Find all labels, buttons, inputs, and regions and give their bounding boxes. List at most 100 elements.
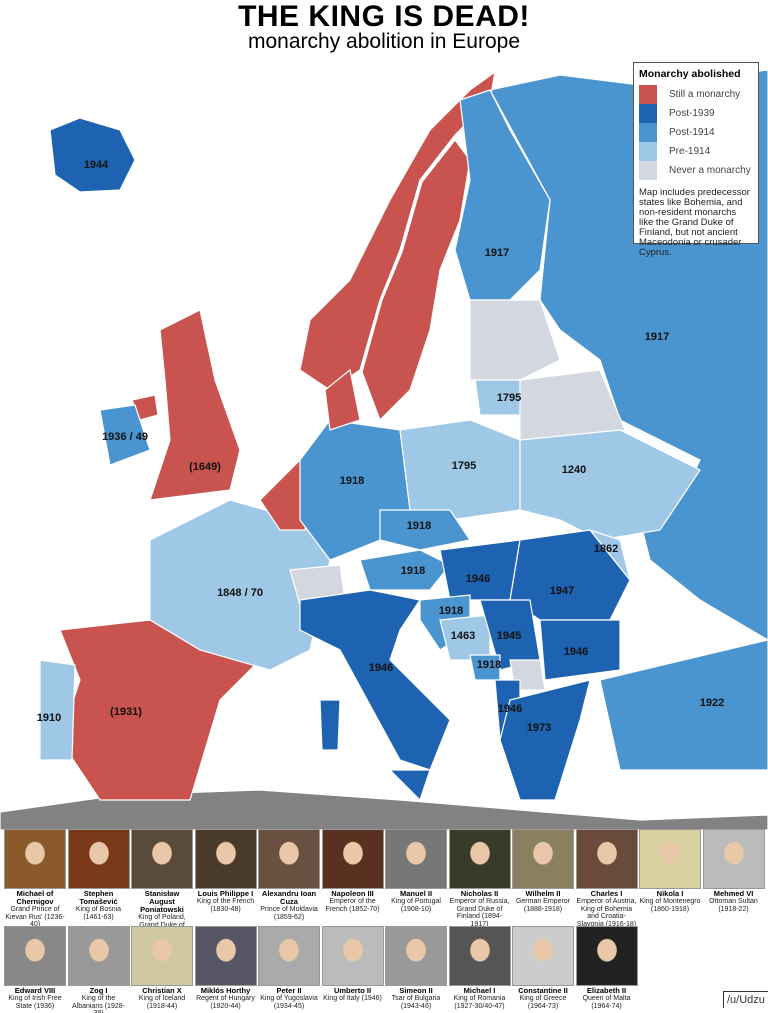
map-year-label: 1946 [563,646,589,658]
map-year-label: 1917 [644,331,670,343]
monarch-portrait [702,829,765,889]
monarch-name: Stephen Tomašević [79,889,118,906]
monarch-portrait [512,829,574,889]
monarch-card: Constantine II King of Greece (1964-73) [512,926,574,1010]
map-year-label: 1947 [549,585,575,597]
monarch-portrait [321,829,384,889]
country-region [39,659,76,761]
monarch-description: King of Greece (1964-73) [519,995,567,1010]
monarch-description: Tsar of Bulgaria (1943-46) [391,995,441,1010]
monarch-name: Napoleon III [331,889,374,898]
monarch-card: Wilhelm II German Emperor (1888-1918) [512,829,574,913]
monarch-name: Wilhelm II [525,889,561,898]
monarch-description: King of Yugoslavia (1934-45) [260,995,318,1010]
monarch-description: Prince of Moldavia (1859-62) [260,906,318,921]
monarch-description: Ottoman Sultan (1918-22) [709,898,758,913]
monarch-description: King of Romania (1927-30/40-47) [453,995,506,1010]
monarch-portrait [448,829,511,889]
country-region [379,509,471,551]
legend-label: Never a monarchy [669,165,751,176]
map-year-label: 1463 [450,630,476,642]
monarch-portrait [512,926,574,986]
monarch-portrait [131,829,193,889]
monarch-card: Michael I King of Romania (1927-30/40-47) [448,926,511,1010]
monarch-portrait [575,829,638,889]
map-year-label: 1910 [36,712,62,724]
monarch-description: King of Italy (1946) [323,995,382,1002]
monarch-name: Simeon II [399,986,433,995]
country-region [149,309,241,501]
monarch-description: Emperor of Russia, Grand Duke of Finland… [449,898,510,928]
monarch-portrait [194,829,257,889]
country-region [499,679,591,801]
country-region [149,499,331,671]
monarch-name: Zog I [89,986,108,995]
legend: Monarchy abolished Still a monarchy Post-… [633,62,759,258]
country-region [319,699,341,751]
monarch-portrait [67,829,130,889]
legend-swatch [639,104,657,123]
monarch-card: Christian X King of Iceland (1918-44) [131,926,193,1010]
map-year-label: 1795 [496,392,522,404]
monarch-name: Miklós Horthy [200,986,251,995]
monarch-description: King of the French (1830-48) [196,898,255,913]
monarch-name: Elizabeth II [586,986,627,995]
country-region [359,549,451,591]
page-subtitle: monarchy abolition in Europe [248,30,520,53]
map-year-label: 1973 [526,722,552,734]
country-region [588,528,631,581]
country-region [439,539,521,601]
monarch-portrait [258,926,320,986]
monarch-description: King of Montenegro (1860-1918) [639,898,701,913]
monarch-card: Napoleon III Emperor of the French (1852-… [321,829,384,913]
monarch-card: Simeon II Tsar of Bulgaria (1943-46) [385,926,447,1010]
legend-label: Post-1914 [669,127,715,138]
country-region [299,589,451,771]
monarch-description: King of the Albanians (1928-39) [72,995,125,1013]
country-region [324,368,361,431]
legend-label: Pre-1914 [669,146,711,157]
monarch-portrait [385,829,447,889]
monarch-card: Alexandru Ioan Cuza Prince of Moldavia (1… [258,829,320,921]
legend-swatch [639,142,657,161]
monarch-name: Stanisław August Poniatowski [140,889,184,914]
credit: /u/Udzu [723,991,768,1008]
monarch-card: Charles I Emperor of Austria, King of Boh… [575,829,638,928]
monarch-name: Alexandru Ioan Cuza [261,889,317,906]
monarch-card: Miklós Horthy Regent of Hungary (1920-44) [194,926,257,1010]
monarch-card: Louis Philippe I King of the French (1830… [194,829,257,913]
legend-label: Still a monarchy [669,89,741,100]
monarch-name: Nicholas II [460,889,499,898]
country-region [361,139,471,422]
monarch-description: King of Iceland (1918-44) [138,995,186,1010]
map-year-label: 1918 [476,659,502,671]
map-year-label: 1862 [593,543,619,555]
monarch-name: Constantine II [518,986,568,995]
page-title: THE KING IS DEAD! [238,0,530,33]
monarch-card: Manuel II King of Portugal (1908-10) [385,829,447,913]
monarch-portrait [448,926,511,986]
monarch-description: Emperor of Austria, King of Bohemia and … [576,898,637,928]
country-region [469,299,561,381]
monarch-card: Elizabeth II Queen of Malta (1964-74) [575,926,638,1010]
monarch-name: Michael of Chernigov [16,889,54,906]
monarch-portrait [575,926,638,986]
map-year-label: 1946 [465,573,491,585]
monarch-description: Regent of Hungary (1920-44) [196,995,255,1010]
monarch-portrait [258,829,320,889]
map-year-label: (1649) [189,461,221,473]
country-region [49,117,136,193]
legend-label: Post-1939 [669,108,715,119]
monarch-card: Stephen Tomašević King of Bosnia (1461-63… [67,829,130,921]
map-year-label: 1240 [561,464,587,476]
legend-title: Monarchy abolished [639,68,741,80]
map-year-label: 1918 [400,565,426,577]
monarch-card: Nicholas II Emperor of Russia, Grand Duke… [448,829,511,928]
monarch-portrait [131,926,193,986]
country-region [454,89,551,301]
map-year-label: (1931) [110,706,142,718]
monarch-name: Manuel II [399,889,433,898]
map-year-label: 1918 [438,605,464,617]
